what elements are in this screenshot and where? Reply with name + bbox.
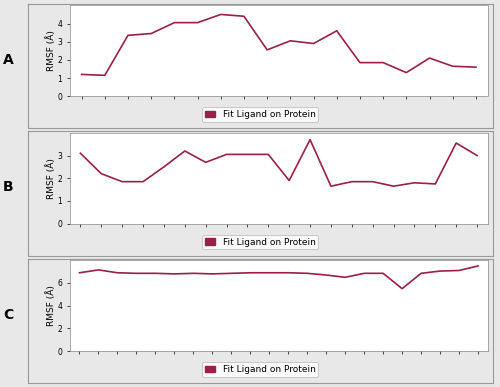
Legend: Fit Ligand on Protein: Fit Ligand on Protein	[202, 235, 318, 249]
Y-axis label: RMSF (Å): RMSF (Å)	[46, 30, 56, 71]
Y-axis label: RMSF (Å): RMSF (Å)	[46, 285, 56, 326]
Text: A: A	[3, 53, 14, 67]
Legend: Fit Ligand on Protein: Fit Ligand on Protein	[202, 362, 318, 377]
Text: B: B	[3, 180, 14, 194]
Legend: Fit Ligand on Protein: Fit Ligand on Protein	[202, 108, 318, 122]
Y-axis label: RMSF (Å): RMSF (Å)	[46, 158, 56, 199]
Text: C: C	[4, 308, 14, 322]
